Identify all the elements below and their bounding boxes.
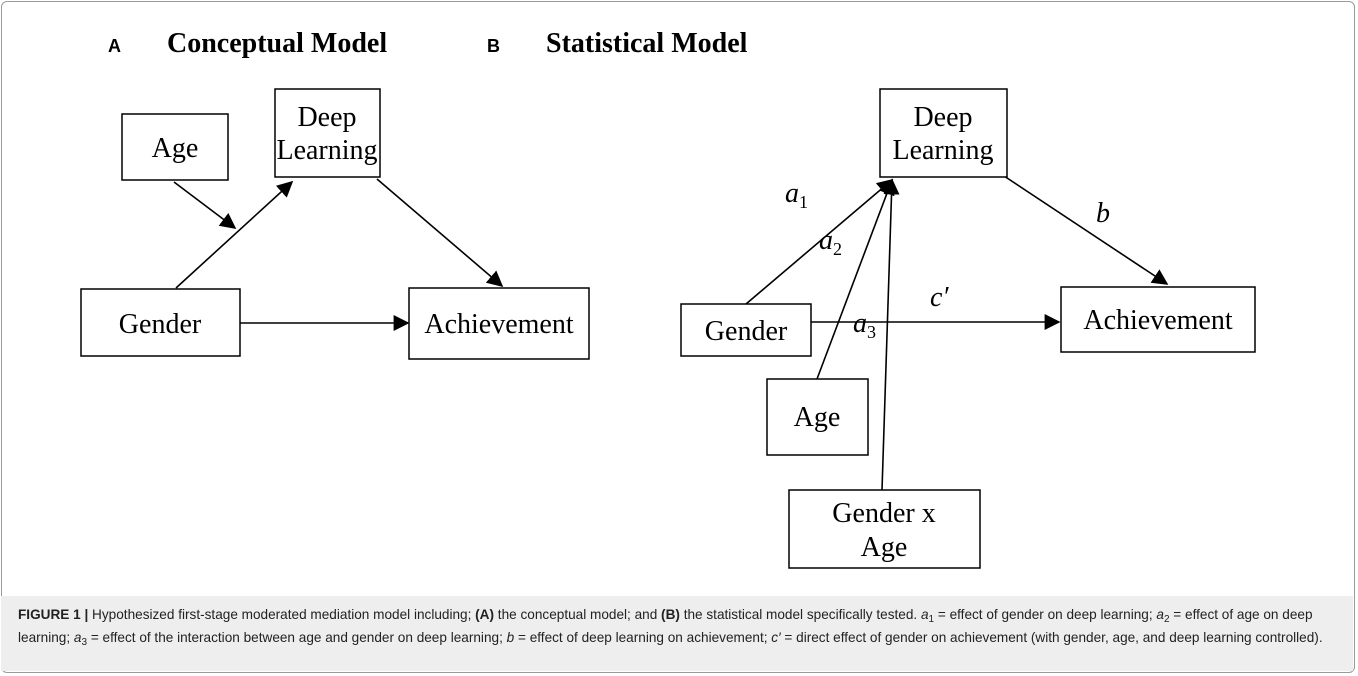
edge-subscript: 3: [867, 322, 876, 342]
panel-letter: B: [487, 36, 500, 56]
arrow: [1000, 173, 1169, 285]
edge-label: a3: [853, 308, 876, 342]
caption-run: the statistical model specifically teste…: [679, 607, 921, 622]
node-box: [80, 288, 241, 357]
node-box: [408, 287, 590, 360]
caption-run: = effect of the interaction between age …: [87, 629, 507, 645]
caption-run: the conceptual model; and: [494, 607, 662, 622]
caption-run: = direct effect of gender on achievement…: [780, 629, 1323, 645]
node-box: [274, 88, 381, 178]
node-box: [1060, 286, 1256, 353]
node-label: Age: [794, 402, 841, 433]
arrow: [816, 178, 895, 380]
node-label: Achievement: [424, 309, 573, 340]
figure-caption: FIGURE 1 | Hypothesized first-stage mode…: [1, 596, 1353, 671]
edge-subscript: 2: [833, 239, 842, 259]
node-box: [680, 303, 812, 357]
node-label: Age: [861, 532, 908, 563]
caption-run: 1: [928, 614, 935, 625]
node-box: [879, 88, 1008, 178]
edge-label: a2: [819, 225, 842, 259]
edge-symbol: a: [819, 225, 833, 256]
edge-label: b: [1096, 198, 1110, 229]
caption-run: a: [920, 607, 929, 622]
node-label: Gender: [119, 309, 202, 340]
arrow: [745, 178, 894, 305]
caption-run: (A): [475, 607, 495, 622]
caption-run: a: [1156, 607, 1164, 622]
caption-run: = effect of deep learning on achievement…: [514, 629, 772, 645]
caption-run: 2: [1163, 614, 1170, 625]
arrow: [173, 181, 237, 229]
edge-subscript: 1: [799, 192, 808, 212]
node-box: [788, 489, 981, 569]
diagram: A Conceptual Model Age Deep Learning Gen…: [80, 28, 1256, 569]
caption-run: b: [506, 629, 515, 645]
caption-run: = effect of gender on deep learning;: [934, 607, 1157, 622]
node-box: [121, 113, 229, 181]
arrow: [175, 180, 294, 289]
edge-label: c′: [930, 282, 949, 313]
node-label: Age: [152, 133, 199, 164]
caption-run: a: [73, 629, 82, 645]
arrow: [376, 178, 504, 288]
caption-run: FIGURE 1 |: [18, 607, 89, 622]
node-box: [766, 378, 869, 456]
caption-run: 3: [81, 636, 88, 648]
node-label: Gender x: [832, 498, 935, 529]
arrow: [881, 178, 900, 491]
edge-symbol: a: [853, 308, 867, 339]
caption-run: Hypothesized first-stage moderated media…: [88, 607, 476, 622]
panel-letter: A: [108, 36, 121, 56]
node-label: Learning: [892, 135, 993, 166]
node-label: Gender: [705, 316, 788, 347]
caption-run: c′: [771, 629, 781, 645]
node-label: Deep: [297, 102, 356, 133]
panel-title: Statistical Model: [546, 28, 748, 59]
node-label: Achievement: [1083, 305, 1232, 336]
caption-run: = effect of age on deep learning;: [18, 607, 1313, 645]
edge-label: a1: [785, 178, 808, 212]
caption-run: (B): [661, 607, 680, 622]
edge-symbol: a: [785, 178, 799, 209]
node-label: Deep: [913, 102, 972, 133]
panel-title: Conceptual Model: [167, 28, 387, 59]
node-label: Learning: [276, 135, 377, 166]
